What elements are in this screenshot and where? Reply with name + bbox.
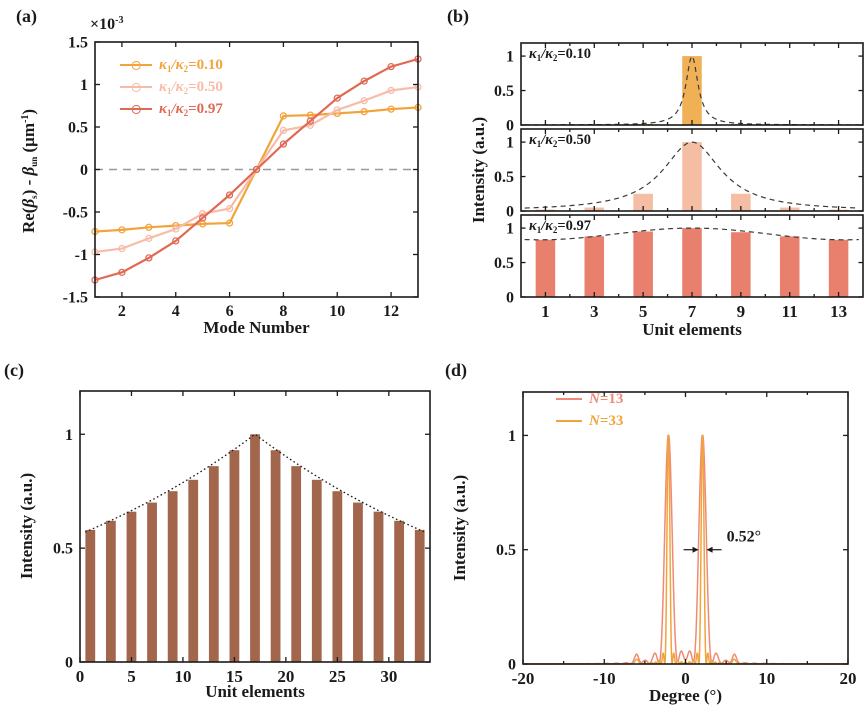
panel-c-chart: 0 5 10 15 20 25 30 0 0.5 1 — [53, 390, 431, 686]
panel-d-xaxis-title: Degree (°) — [648, 686, 723, 705]
panel-b-yaxis-title: Intensity (a.u.) — [469, 116, 488, 224]
svg-text:0.5: 0.5 — [68, 120, 88, 137]
svg-text:1: 1 — [508, 428, 516, 445]
svg-text:3: 3 — [590, 302, 599, 321]
svg-text:9: 9 — [737, 302, 746, 321]
svg-text:2: 2 — [118, 303, 126, 320]
svg-text:7: 7 — [688, 302, 697, 321]
panel-c-label: (c) — [4, 360, 24, 380]
svg-text:-1: -1 — [75, 247, 88, 264]
svg-text:12: 12 — [383, 303, 399, 320]
svg-text:10: 10 — [174, 667, 191, 686]
svg-text:0.5: 0.5 — [494, 169, 514, 186]
panel-a-yaxis-title: Re(βs) - βun (μm-1) — [19, 109, 39, 234]
svg-text:0.5: 0.5 — [494, 255, 514, 272]
svg-text:0.5: 0.5 — [53, 541, 73, 558]
svg-text:6: 6 — [226, 303, 234, 320]
svg-text:0: 0 — [65, 655, 73, 672]
legend-item-k050: κ1/κ2=0.50 — [120, 76, 223, 98]
circle-marker-icon — [131, 61, 141, 70]
svg-text:0.5: 0.5 — [496, 542, 516, 559]
svg-text:1: 1 — [65, 427, 73, 444]
svg-text:0.5: 0.5 — [494, 83, 514, 100]
panel-d-legend: N=13 N=33 — [556, 388, 623, 432]
svg-text:8: 8 — [279, 303, 287, 320]
svg-text:1: 1 — [506, 49, 514, 66]
circle-marker-icon — [131, 83, 141, 92]
panel-d-yaxis-title: Intensity (a.u.) — [450, 474, 469, 582]
svg-text:10: 10 — [758, 669, 775, 688]
legend-item-k010: κ1/κ2=0.10 — [120, 54, 223, 76]
svg-text:1: 1 — [80, 77, 88, 94]
svg-text:0: 0 — [508, 657, 516, 674]
svg-text:-10: -10 — [593, 669, 616, 688]
legend-line-marker-icon — [120, 83, 152, 92]
svg-text:0: 0 — [506, 204, 514, 221]
circle-marker-icon — [131, 105, 141, 114]
legend-line-icon — [556, 398, 582, 400]
legend-item-n13: N=13 — [556, 388, 623, 410]
svg-text:0: 0 — [681, 669, 690, 688]
svg-text:20: 20 — [840, 669, 857, 688]
panel-a-scale-label: ×10-3 — [90, 15, 124, 34]
legend-item-label: κ1/κ2=0.97 — [159, 100, 223, 118]
svg-text:0: 0 — [506, 290, 514, 307]
legend-item-label: κ1/κ2=0.10 — [159, 56, 223, 74]
svg-text:-0.5: -0.5 — [63, 205, 88, 222]
legend-item-k097: κ1/κ2=0.97 — [120, 98, 223, 120]
svg-text:15: 15 — [226, 667, 243, 686]
panel-b-label: (b) — [447, 6, 469, 26]
legend-line-marker-icon — [120, 61, 152, 70]
panel-c-yaxis-title: Intensity (a.u.) — [17, 472, 36, 580]
svg-text:-1.5: -1.5 — [63, 290, 88, 307]
svg-text:11: 11 — [782, 302, 798, 321]
legend-line-icon — [556, 420, 582, 422]
legend-item-label: κ1/κ2=0.50 — [159, 78, 223, 96]
panel-d-label: (d) — [445, 360, 467, 380]
svg-text:0: 0 — [80, 162, 88, 179]
svg-text:0: 0 — [76, 667, 85, 686]
svg-text:1: 1 — [506, 221, 514, 238]
panel-a-label: (a) — [16, 6, 37, 26]
panel-b-inset-k010: κ1/κ2=0.10 — [529, 46, 592, 63]
svg-text:1: 1 — [506, 135, 514, 152]
svg-text:25: 25 — [329, 667, 346, 686]
panel-a-legend: κ1/κ2=0.10 κ1/κ2=0.50 κ1/κ2=0.97 — [120, 54, 223, 120]
panel-b-xaxis-title: Unit elements — [642, 320, 742, 339]
svg-text:10: 10 — [329, 303, 345, 320]
panel-b-inset-k097: κ1/κ2=0.97 — [529, 218, 592, 235]
svg-text:0.52°: 0.52° — [727, 529, 761, 546]
legend-item-n33: N=33 — [556, 410, 623, 432]
svg-text:4: 4 — [172, 303, 180, 320]
svg-text:0: 0 — [506, 118, 514, 135]
legend-item-label: N=13 — [589, 390, 624, 407]
svg-text:-20: -20 — [512, 669, 535, 688]
legend-item-label: N=33 — [589, 412, 624, 429]
svg-text:1.5: 1.5 — [68, 35, 88, 52]
panel-a-chart: 2 4 6 8 10 12 -1.5 -1 -0.5 0 0.5 1 1.5 — [63, 35, 422, 320]
panel-d-chart: -20 -10 0 10 20 0 0.5 1 0.52° — [496, 391, 857, 688]
panel-b-inset-k050: κ1/κ2=0.50 — [529, 132, 592, 149]
svg-text:20: 20 — [277, 667, 294, 686]
panel-a-xaxis-title: Mode Number — [203, 318, 310, 337]
panel-c-xaxis-title: Unit elements — [205, 682, 305, 701]
svg-text:5: 5 — [127, 667, 136, 686]
svg-text:5: 5 — [639, 302, 648, 321]
svg-text:13: 13 — [830, 302, 847, 321]
svg-text:1: 1 — [541, 302, 550, 321]
svg-text:30: 30 — [380, 667, 397, 686]
legend-line-marker-icon — [120, 105, 152, 114]
